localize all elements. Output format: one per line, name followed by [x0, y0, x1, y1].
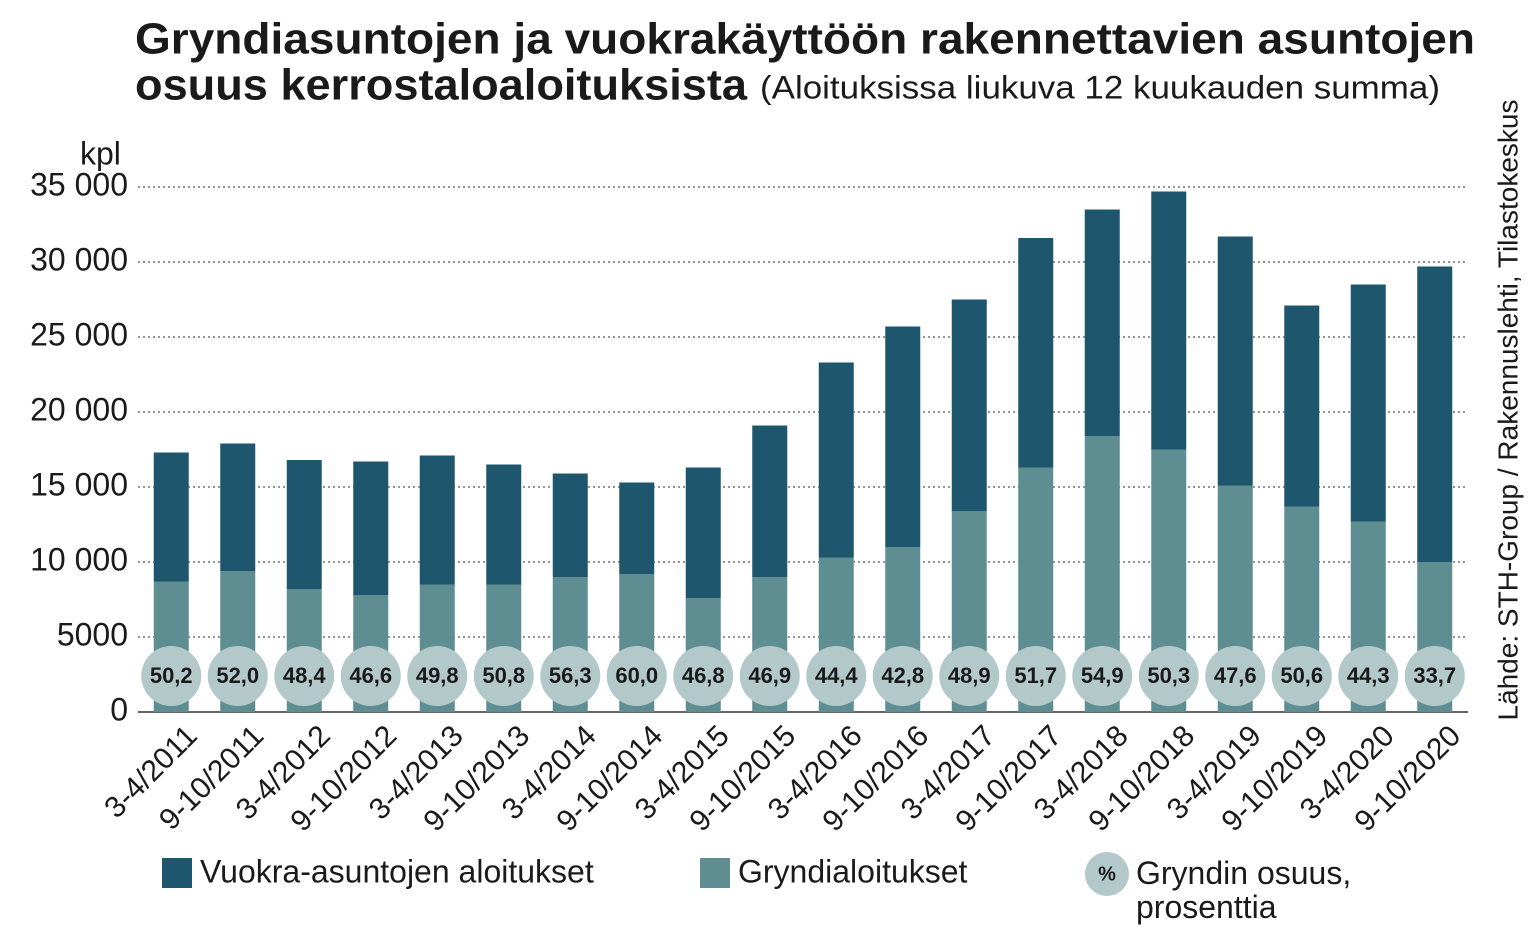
share-circle — [939, 646, 1000, 706]
share-circle — [1205, 646, 1266, 706]
legend-swatch — [162, 858, 192, 888]
y-tick-label: 35 000 — [30, 166, 128, 202]
y-tick-label: 5000 — [57, 616, 128, 652]
legend-swatch — [1085, 852, 1129, 896]
share-circle — [673, 646, 734, 706]
y-tick-label: 10 000 — [30, 541, 128, 577]
bar-segment — [951, 299, 987, 511]
y-tick-label: 30 000 — [30, 241, 128, 277]
bar-segment — [685, 467, 721, 598]
bar-segment — [1284, 305, 1320, 507]
share-circle — [739, 646, 800, 706]
share-label: 54,9 — [1081, 663, 1124, 688]
share-circle — [207, 646, 268, 706]
share-label: 47,6 — [1214, 663, 1257, 688]
y-unit: kpl — [80, 135, 121, 171]
share-label: 50,6 — [1280, 663, 1323, 688]
share-circle — [806, 646, 867, 706]
legend-label: Gryndialoitukset — [738, 853, 968, 889]
share-circle — [1138, 646, 1199, 706]
share-circle — [141, 646, 202, 706]
share-label: 56,3 — [549, 663, 592, 688]
share-label: 46,6 — [349, 663, 392, 688]
y-tick-label: 15 000 — [30, 466, 128, 502]
share-label: 42,8 — [881, 663, 924, 688]
bar-segment — [353, 461, 389, 595]
share-label: 51,7 — [1014, 663, 1057, 688]
bar-segment — [885, 326, 921, 547]
share-circle — [1404, 646, 1465, 706]
share-circle — [407, 646, 468, 706]
chart-subtitle: (Aloituksissa liukuva 12 kuukauden summa… — [760, 69, 1440, 105]
share-circle — [1072, 646, 1133, 706]
bar-segment — [1018, 238, 1054, 468]
bar-segment — [1350, 284, 1386, 522]
share-label: 49,8 — [416, 663, 459, 688]
share-label: 50,2 — [150, 663, 193, 688]
bar-segment — [818, 362, 854, 558]
share-label: 46,8 — [682, 663, 725, 688]
share-label: 48,9 — [948, 663, 991, 688]
bar-segment — [1084, 209, 1120, 436]
share-label: 33,7 — [1413, 663, 1456, 688]
legend-symbol: % — [1098, 863, 1116, 885]
share-circle — [872, 646, 933, 706]
share-label: 46,9 — [748, 663, 791, 688]
bar-segment — [752, 425, 788, 577]
share-circle — [274, 646, 335, 706]
share-label: 48,4 — [283, 663, 327, 688]
share-circle — [340, 646, 401, 706]
bar-segment — [619, 482, 655, 574]
bar-segment — [153, 452, 189, 582]
bar-segment — [286, 460, 322, 589]
share-label: 44,4 — [815, 663, 859, 688]
share-label: 52,0 — [216, 663, 259, 688]
source: Lähde: STH-Group / Rakennuslehti, Tilast… — [1492, 100, 1523, 721]
y-tick-label: 20 000 — [30, 391, 128, 427]
chart-title: Gryndiasuntojen ja vuokrakäyttöön rakenn… — [135, 15, 1475, 64]
y-tick-label: 25 000 — [30, 316, 128, 352]
share-label: 44,3 — [1347, 663, 1390, 688]
legend-label: Vuokra-asuntojen aloitukset — [200, 853, 594, 889]
y-tick-label: 0 — [110, 691, 128, 727]
share-circle — [606, 646, 667, 706]
chart-title: osuus kerrostaloaloituksista — [135, 61, 748, 110]
share-circle — [1271, 646, 1332, 706]
legend-label: Gryndin osuus, prosenttia — [1136, 855, 1352, 925]
share-circle — [1005, 646, 1066, 706]
bar-segment — [552, 473, 588, 577]
bar-segment — [1417, 266, 1453, 562]
share-label: 60,0 — [615, 663, 658, 688]
share-circle — [540, 646, 601, 706]
bar-segment — [1151, 191, 1187, 450]
share-label: 50,3 — [1147, 663, 1190, 688]
legend-swatch — [700, 858, 730, 888]
bar-segment — [220, 443, 256, 571]
bar-segment — [486, 464, 522, 585]
bar-segment — [419, 455, 455, 585]
bar-segment — [1217, 236, 1253, 486]
share-label: 50,8 — [482, 663, 525, 688]
share-circle — [473, 646, 534, 706]
share-circle — [1338, 646, 1399, 706]
